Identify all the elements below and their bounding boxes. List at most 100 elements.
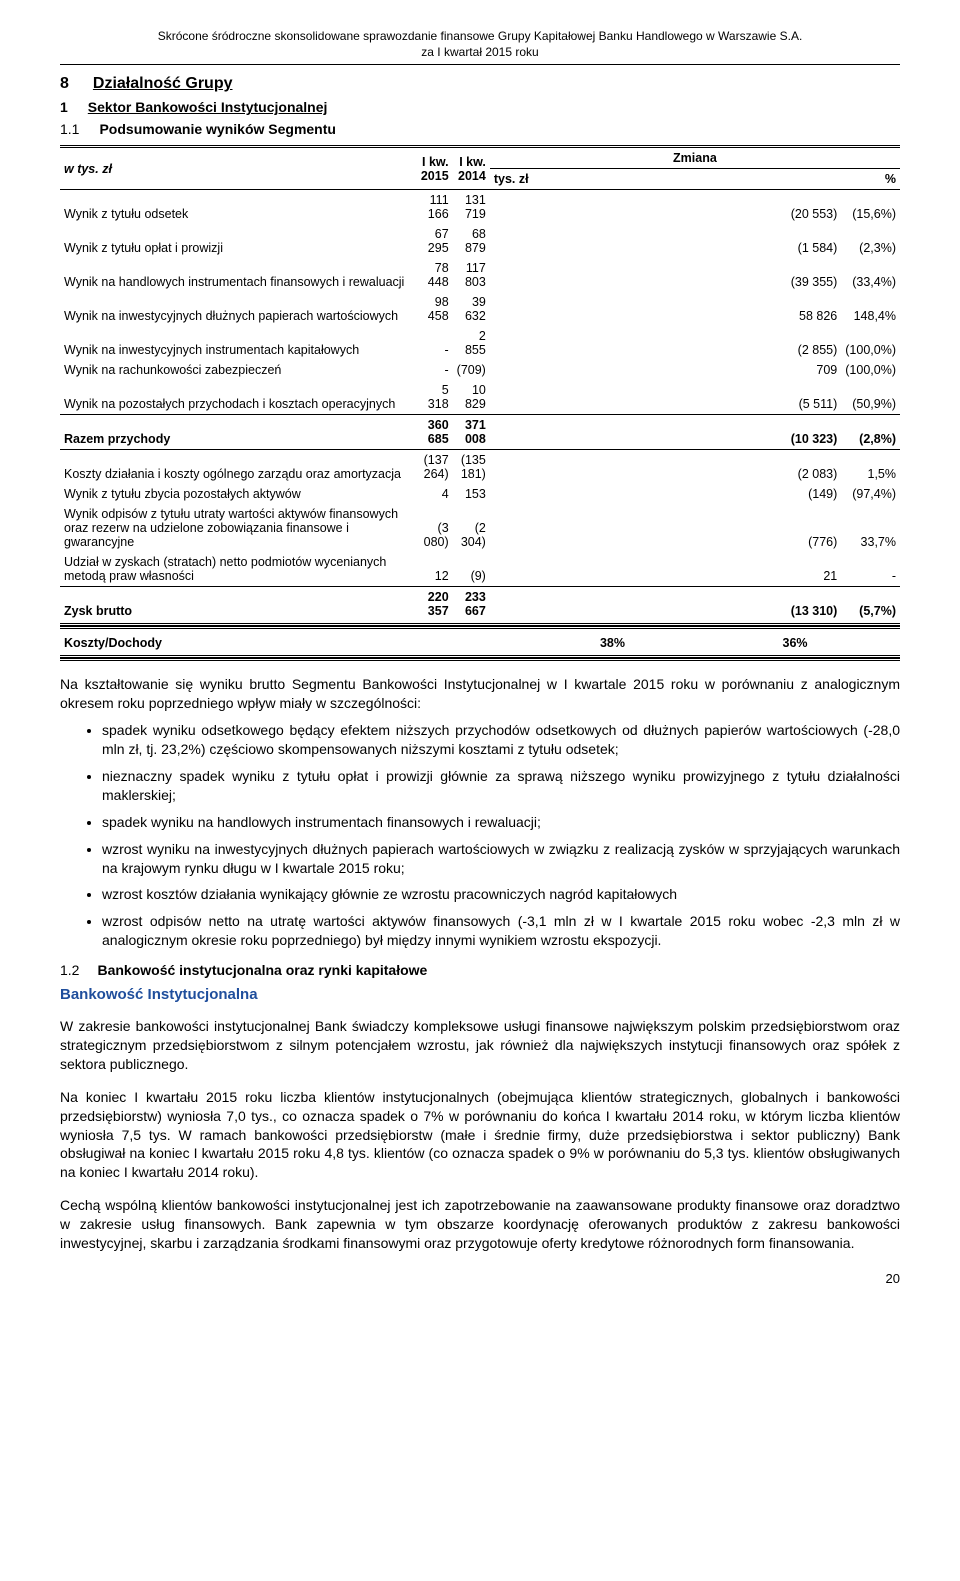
row-label: Wynik na handlowych instrumentach finans… bbox=[60, 258, 417, 292]
row-c1: 4 bbox=[417, 484, 453, 504]
col-tys: tys. zł bbox=[490, 169, 841, 190]
ratio-table: Koszty/Dochody 38% 36% bbox=[60, 633, 900, 653]
row-label: Koszty działania i koszty ogólnego zarzą… bbox=[60, 450, 417, 485]
row-label: Wynik z tytułu odsetek bbox=[60, 190, 417, 225]
row-p: (100,0%) bbox=[841, 360, 900, 380]
row-d: (1 584) bbox=[490, 224, 841, 258]
table-bot-rule bbox=[60, 655, 900, 661]
table-row: Wynik na inwestycyjnych dłużnych papiera… bbox=[60, 292, 900, 326]
row-d: 709 bbox=[490, 360, 841, 380]
table-row: Wynik z tytułu zbycia pozostałych aktywó… bbox=[60, 484, 900, 504]
table-row-razem: Razem przychody 360 685 371 008 (10 323)… bbox=[60, 415, 900, 450]
row-c1: (137 264) bbox=[417, 450, 453, 485]
subsection-number: 1 bbox=[60, 99, 68, 115]
row-c1: 5 318 bbox=[417, 380, 453, 415]
list-item: wzrost wyniku na inwestycyjnych dłużnych… bbox=[102, 840, 900, 878]
row-c1: 360 685 bbox=[417, 415, 453, 450]
section-title: Działalność Grupy bbox=[93, 75, 233, 93]
row-c2: 10 829 bbox=[453, 380, 490, 415]
row-c2: 39 632 bbox=[453, 292, 490, 326]
row-c1: (3 080) bbox=[417, 504, 453, 552]
row-label: Wynik z tytułu zbycia pozostałych aktywó… bbox=[60, 484, 417, 504]
subsection-title: Sektor Bankowości Instytucjonalnej bbox=[88, 99, 328, 115]
table-row: Wynik z tytułu opłat i prowizji 67 295 6… bbox=[60, 224, 900, 258]
row-d: 21 bbox=[490, 552, 841, 587]
row-c1: 12 bbox=[417, 552, 453, 587]
row-p: (50,9%) bbox=[841, 380, 900, 415]
table-row: Wynik na handlowych instrumentach finans… bbox=[60, 258, 900, 292]
row-c1: 38% bbox=[446, 633, 629, 653]
bullet-list: spadek wyniku odsetkowego będący efektem… bbox=[60, 721, 900, 950]
row-label: Wynik z tytułu opłat i prowizji bbox=[60, 224, 417, 258]
row-p: 148,4% bbox=[841, 292, 900, 326]
row-label: Wynik odpisów z tytułu utraty wartości a… bbox=[60, 504, 417, 552]
section-8: 8 Działalność Grupy bbox=[60, 75, 900, 93]
list-item: wzrost kosztów działania wynikający głów… bbox=[102, 885, 900, 904]
row-d: (5 511) bbox=[490, 380, 841, 415]
subsubsection-1-2: 1.2 Bankowość instytucjonalna oraz rynki… bbox=[60, 962, 900, 978]
intro-paragraph: Na kształtowanie się wyniku brutto Segme… bbox=[60, 675, 900, 713]
row-c2: (135 181) bbox=[453, 450, 490, 485]
row-p: (97,4%) bbox=[841, 484, 900, 504]
table-row: Udział w zyskach (stratach) netto podmio… bbox=[60, 552, 900, 587]
row-c2: (9) bbox=[453, 552, 490, 587]
row-p: (2,8%) bbox=[841, 415, 900, 450]
col-pct: % bbox=[841, 169, 900, 190]
list-item: wzrost odpisów netto na utratę wartości … bbox=[102, 912, 900, 950]
row-c1: 111 166 bbox=[417, 190, 453, 225]
row-d: (776) bbox=[490, 504, 841, 552]
row-p: (5,7%) bbox=[841, 587, 900, 622]
row-label: Zysk brutto bbox=[60, 587, 417, 622]
row-label: Koszty/Dochody bbox=[60, 633, 446, 653]
row-c2: (709) bbox=[453, 360, 490, 380]
row-p: 1,5% bbox=[841, 450, 900, 485]
table-mid-rule bbox=[60, 623, 900, 629]
row-c2: 117 803 bbox=[453, 258, 490, 292]
row-c2: 131 719 bbox=[453, 190, 490, 225]
row-c2: 68 879 bbox=[453, 224, 490, 258]
row-label: Wynik na rachunkowości zabezpieczeń bbox=[60, 360, 417, 380]
page-number: 20 bbox=[60, 1271, 900, 1286]
row-c1: - bbox=[417, 326, 453, 360]
table-row: Koszty działania i koszty ogólnego zarzą… bbox=[60, 450, 900, 485]
row-c2: 371 008 bbox=[453, 415, 490, 450]
row-c2: 233 667 bbox=[453, 587, 490, 622]
row-c2: 153 bbox=[453, 484, 490, 504]
subsection-1: 1 Sektor Bankowości Instytucjonalnej bbox=[60, 99, 900, 115]
row-p: (2,3%) bbox=[841, 224, 900, 258]
row-d: (2 083) bbox=[490, 450, 841, 485]
row-d: (13 310) bbox=[490, 587, 841, 622]
report-header: Skrócone śródroczne skonsolidowane spraw… bbox=[60, 28, 900, 65]
row-c1: 78 448 bbox=[417, 258, 453, 292]
table-row: Wynik na inwestycyjnych instrumentach ka… bbox=[60, 326, 900, 360]
table-row: Wynik na rachunkowości zabezpieczeń - (7… bbox=[60, 360, 900, 380]
blue-subheading: Bankowość Instytucjonalna bbox=[60, 986, 900, 1003]
row-p: 33,7% bbox=[841, 504, 900, 552]
row-label: Wynik na inwestycyjnych instrumentach ka… bbox=[60, 326, 417, 360]
row-d: 58 826 bbox=[490, 292, 841, 326]
row-c2: 2 855 bbox=[453, 326, 490, 360]
row-p: - bbox=[841, 552, 900, 587]
table-row: Wynik na pozostałych przychodach i koszt… bbox=[60, 380, 900, 415]
row-d: (20 553) bbox=[490, 190, 841, 225]
row-c1: - bbox=[417, 360, 453, 380]
row-p: (33,4%) bbox=[841, 258, 900, 292]
paragraph-4: Cechą wspólną klientów bankowości instyt… bbox=[60, 1196, 900, 1253]
subsub-number: 1.1 bbox=[60, 121, 79, 137]
subsub12-title: Bankowość instytucjonalna oraz rynki kap… bbox=[97, 962, 427, 978]
subsub12-number: 1.2 bbox=[60, 962, 79, 978]
col-change: Zmiana bbox=[490, 148, 900, 169]
paragraph-2: W zakresie bankowości instytucjonalnej B… bbox=[60, 1017, 900, 1074]
row-d: (149) bbox=[490, 484, 841, 504]
row-d: (2 855) bbox=[490, 326, 841, 360]
row-label: Wynik na inwestycyjnych dłużnych papiera… bbox=[60, 292, 417, 326]
table-row: Wynik odpisów z tytułu utraty wartości a… bbox=[60, 504, 900, 552]
header-line-1: Skrócone śródroczne skonsolidowane spraw… bbox=[158, 29, 803, 43]
row-d: (10 323) bbox=[490, 415, 841, 450]
subsubsection-1-1: 1.1 Podsumowanie wyników Segmentu bbox=[60, 121, 900, 137]
list-item: nieznaczny spadek wyniku z tytułu opłat … bbox=[102, 767, 900, 805]
header-line-2: za I kwartał 2015 roku bbox=[60, 44, 900, 60]
table-row: Wynik z tytułu odsetek 111 166 131 719 (… bbox=[60, 190, 900, 225]
row-p: (100,0%) bbox=[841, 326, 900, 360]
paragraph-3: Na koniec I kwartału 2015 roku liczba kl… bbox=[60, 1088, 900, 1182]
